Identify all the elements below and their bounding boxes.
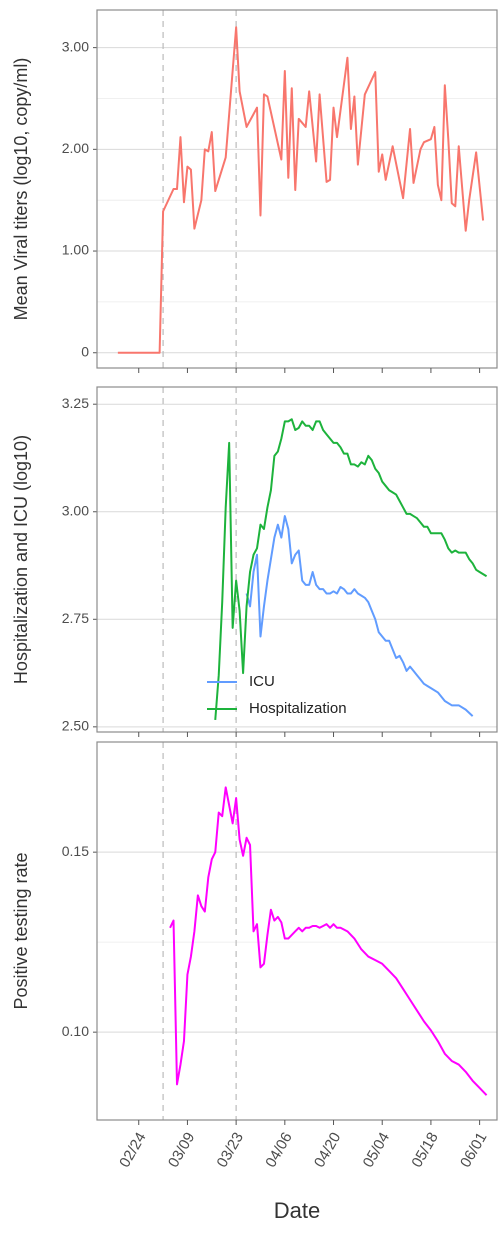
panel-border <box>96 741 498 1121</box>
data-line <box>117 26 485 354</box>
y-tick-label: 3.25 <box>62 395 89 411</box>
y-axis-title: Mean Viral titers (log10, copy/ml) <box>11 58 31 321</box>
legend-label: Hospitalization <box>249 700 347 717</box>
y-tick-label: 3.00 <box>62 502 89 518</box>
data-line <box>169 786 488 1096</box>
x-tick-label: 06/01 <box>457 1129 490 1170</box>
legend-label: ICU <box>249 673 275 690</box>
y-axis-title: Positive testing rate <box>11 852 31 1009</box>
y-tick-label: 0 <box>81 343 89 359</box>
y-tick-label: 0.15 <box>62 843 89 859</box>
x-axis-title: Date <box>274 1198 320 1223</box>
data-line <box>214 418 488 721</box>
y-tick-label: 2.00 <box>62 140 89 156</box>
data-line <box>245 515 474 717</box>
x-tick-label: 03/23 <box>214 1129 247 1170</box>
y-tick-label: 3.00 <box>62 38 89 54</box>
y-axis-title: Hospitalization and ICU (log10) <box>11 435 31 684</box>
x-tick-label: 05/04 <box>360 1129 393 1170</box>
y-tick-label: 1.00 <box>62 242 89 258</box>
y-tick-label: 2.50 <box>62 718 89 734</box>
x-tick-label: 03/09 <box>165 1129 198 1170</box>
y-tick-label: 2.75 <box>62 610 89 626</box>
x-tick-label: 05/18 <box>408 1129 441 1170</box>
panel-border <box>96 9 498 369</box>
x-tick-label: 04/20 <box>311 1129 344 1170</box>
x-tick-label: 02/24 <box>116 1129 149 1170</box>
y-tick-label: 0.10 <box>62 1023 89 1039</box>
panel-border <box>96 386 498 733</box>
x-tick-label: 04/06 <box>262 1129 295 1170</box>
